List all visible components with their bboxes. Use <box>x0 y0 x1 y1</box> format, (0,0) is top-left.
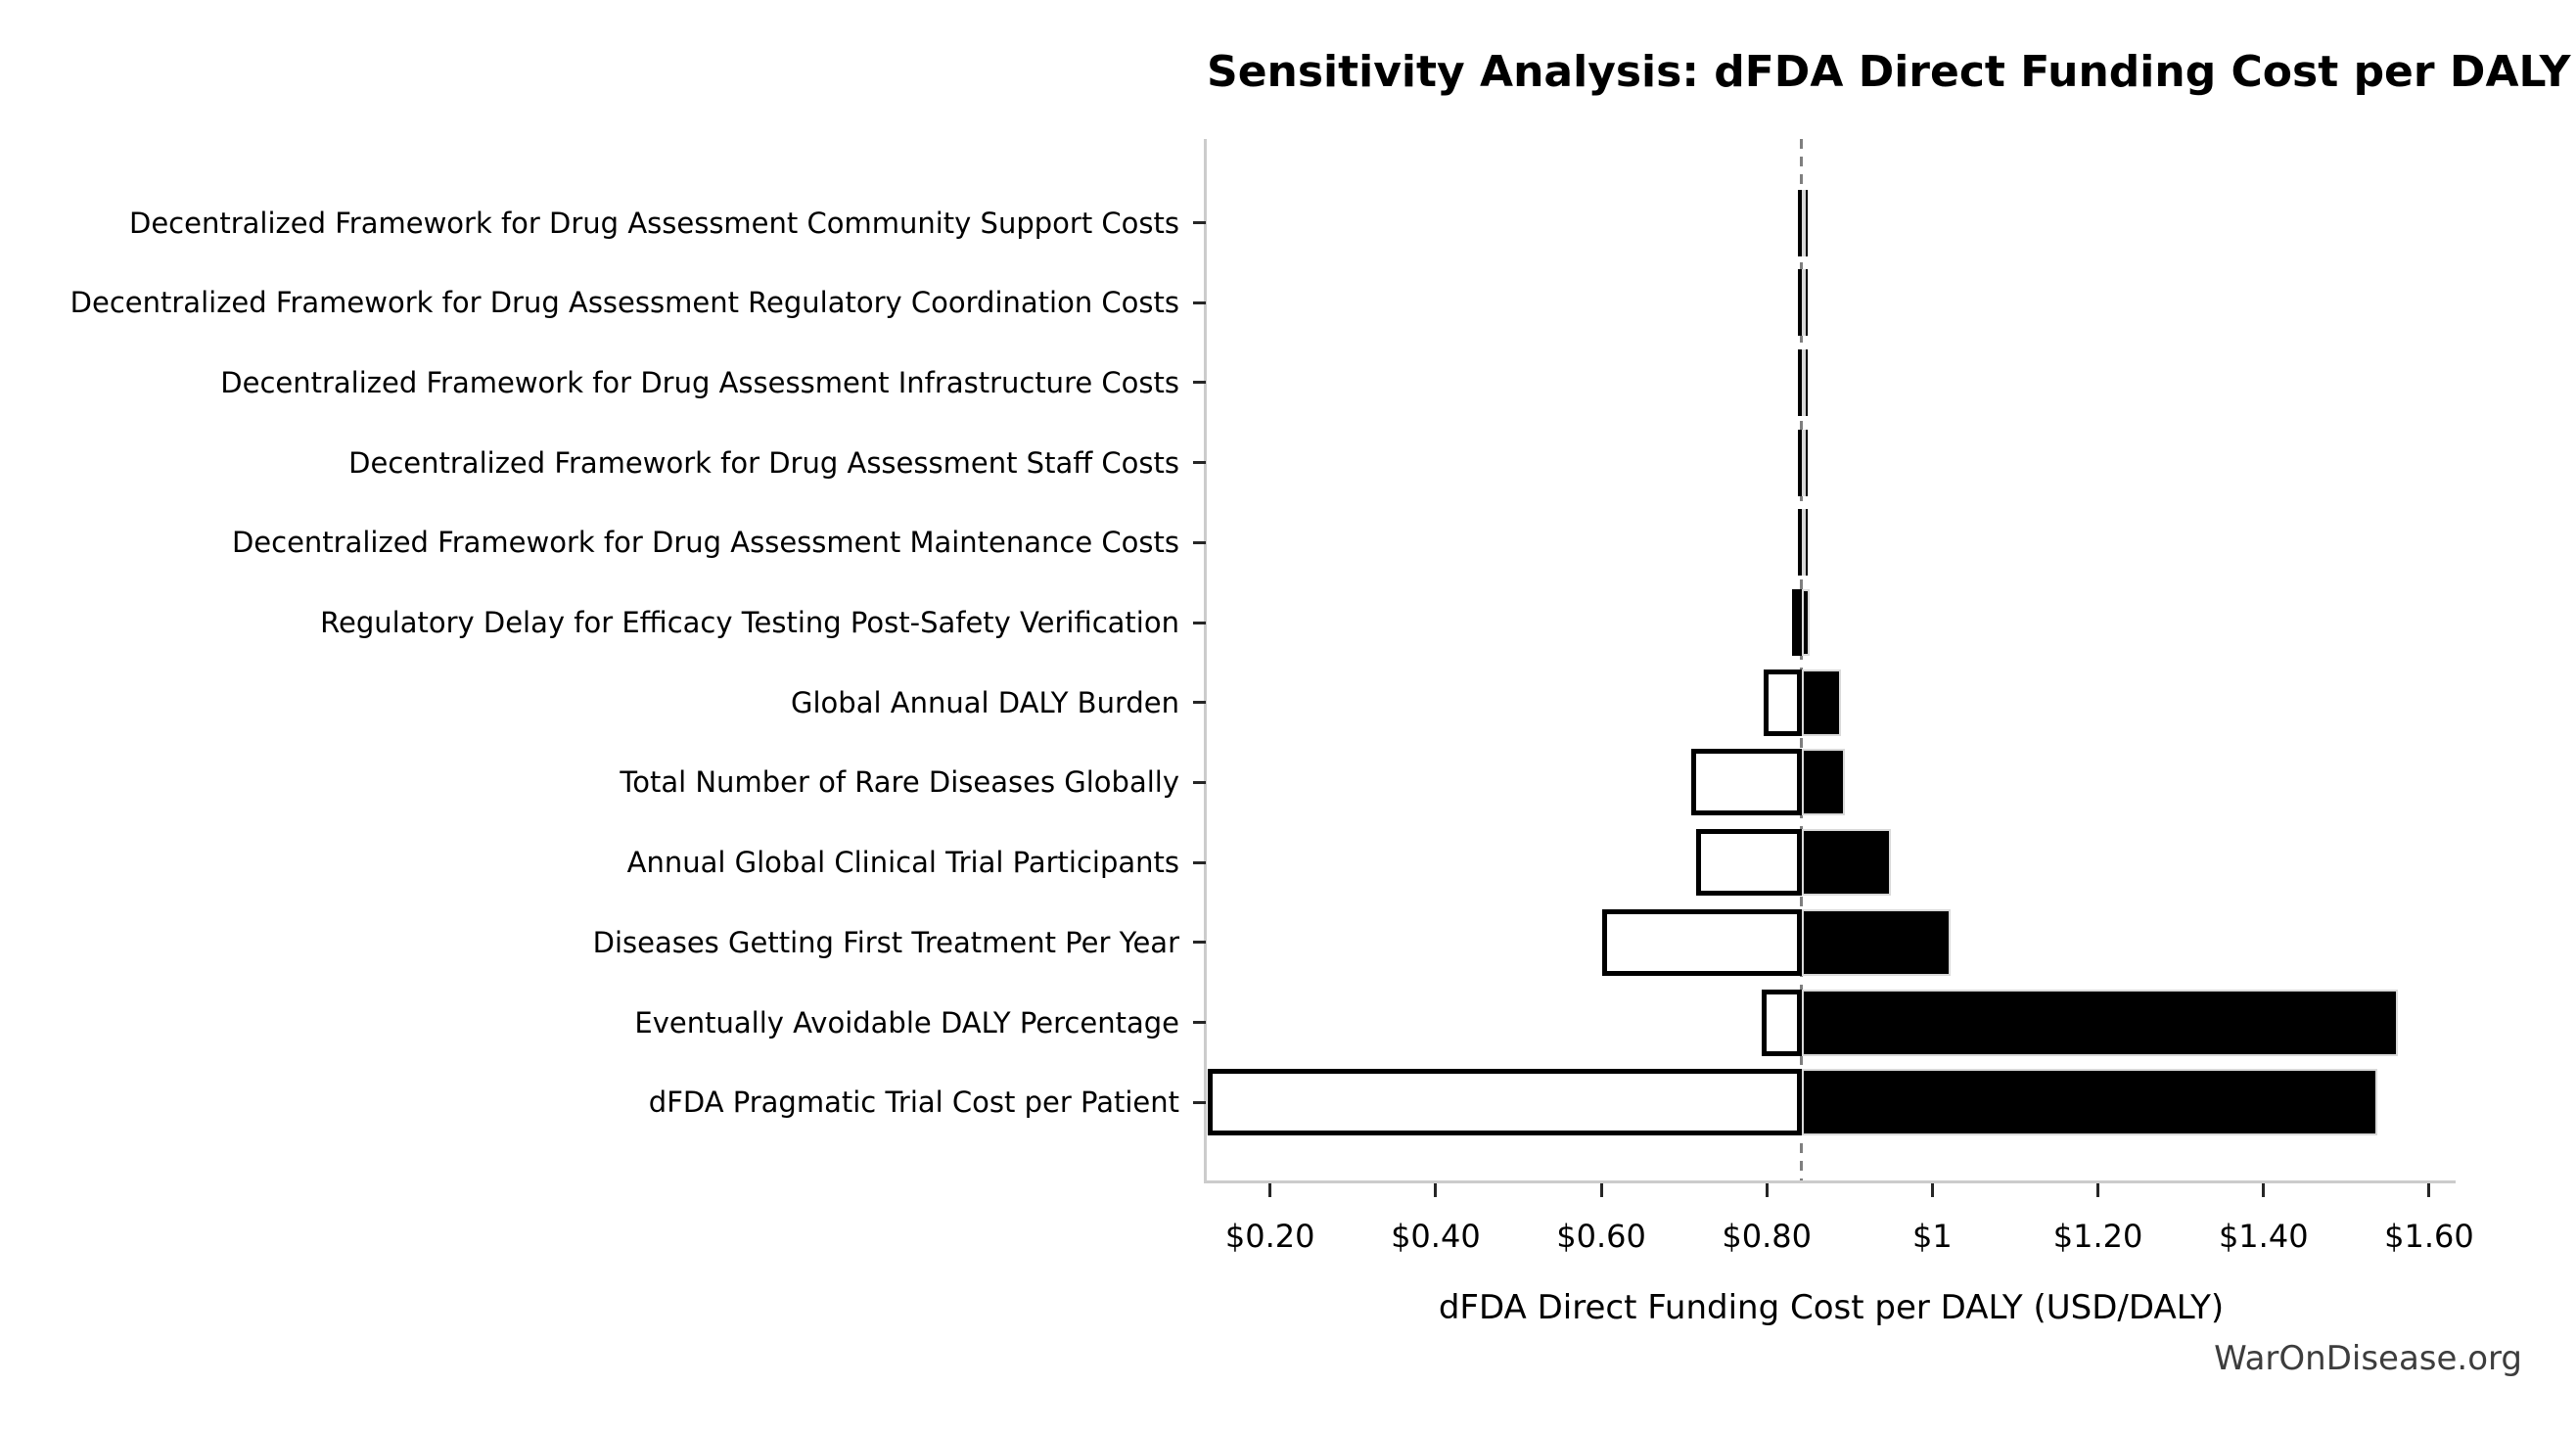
row-label: dFDA Pragmatic Trial Cost per Patient <box>648 1086 1179 1120</box>
x-tick-label: $0.40 <box>1391 1218 1481 1255</box>
x-tick-label: $1.60 <box>2384 1218 2474 1255</box>
x-tick <box>1765 1183 1769 1197</box>
y-tick <box>1193 701 1206 705</box>
y-tick <box>1193 860 1206 864</box>
y-tick <box>1193 1021 1206 1024</box>
tornado-bar-low <box>1208 1069 1802 1136</box>
y-tick <box>1193 381 1206 385</box>
tornado-bar-high <box>1801 1069 2377 1136</box>
tornado-bar-low <box>1601 908 1802 976</box>
x-tick <box>1268 1183 1272 1197</box>
row-label: Annual Global Clinical Trial Participant… <box>626 846 1179 880</box>
tornado-bar-high <box>1801 829 1892 897</box>
tornado-bar-high <box>1801 908 1951 976</box>
row-label: Regulatory Delay for Efficacy Testing Po… <box>320 606 1179 639</box>
row-label: Decentralized Framework for Drug Assessm… <box>129 206 1179 240</box>
row-label: Decentralized Framework for Drug Assessm… <box>348 445 1179 480</box>
row-label: Diseases Getting First Treatment Per Yea… <box>592 925 1179 959</box>
tornado-bar-high <box>1801 269 1806 337</box>
tornado-bar-low <box>1762 989 1802 1056</box>
x-tick-label: $1.40 <box>2218 1218 2309 1255</box>
y-tick <box>1193 221 1206 224</box>
tornado-bar-high <box>1801 189 1806 256</box>
baseline-dashed-line <box>1800 139 1804 1180</box>
x-tick-label: $0.80 <box>1722 1218 1813 1255</box>
row-label: Global Annual DALY Burden <box>791 685 1179 719</box>
x-tick-label: $1.20 <box>2052 1218 2143 1255</box>
x-tick-label: $0.60 <box>1556 1218 1646 1255</box>
tornado-bar-high <box>1801 669 1842 736</box>
x-axis-spine <box>1204 1180 2456 1183</box>
x-tick-label: $0.20 <box>1224 1218 1315 1255</box>
chart-title: Sensitivity Analysis: dFDA Direct Fundin… <box>1207 47 2571 97</box>
x-tick <box>1434 1183 1438 1197</box>
y-axis-spine <box>1204 139 1207 1183</box>
row-label: Decentralized Framework for Drug Assessm… <box>231 526 1179 560</box>
x-tick <box>1599 1183 1603 1197</box>
y-tick <box>1193 461 1206 465</box>
tornado-bar-low <box>1792 589 1803 656</box>
y-tick <box>1193 300 1206 304</box>
x-tick-label: $1 <box>1912 1218 1953 1255</box>
y-tick <box>1193 1100 1206 1104</box>
tornado-bar-high <box>1801 589 1811 656</box>
tornado-bar-high <box>1801 348 1806 416</box>
tornado-bar-high <box>1801 749 1845 816</box>
row-label: Decentralized Framework for Drug Assessm… <box>220 365 1179 399</box>
x-tick <box>1930 1183 1934 1197</box>
row-label: Eventually Avoidable DALY Percentage <box>634 1005 1179 1039</box>
tornado-bar-high <box>1801 429 1806 496</box>
row-label: Total Number of Rare Diseases Globally <box>620 765 1179 800</box>
y-tick <box>1193 780 1206 784</box>
tornado-bar-low <box>1691 749 1802 816</box>
tornado-bar-low <box>1763 669 1802 736</box>
tornado-bar-low <box>1696 829 1802 897</box>
tornado-bar-high <box>1801 509 1806 577</box>
y-tick <box>1193 621 1206 624</box>
y-tick <box>1193 941 1206 945</box>
y-tick <box>1193 540 1206 544</box>
row-label: Decentralized Framework for Drug Assessm… <box>69 286 1179 320</box>
x-tick <box>2427 1183 2431 1197</box>
x-tick <box>2096 1183 2100 1197</box>
x-tick <box>2262 1183 2266 1197</box>
watermark-text: WarOnDisease.org <box>2214 1339 2522 1378</box>
tornado-bar-high <box>1801 989 2398 1056</box>
x-axis-label: dFDA Direct Funding Cost per DALY (USD/D… <box>1438 1288 2225 1327</box>
